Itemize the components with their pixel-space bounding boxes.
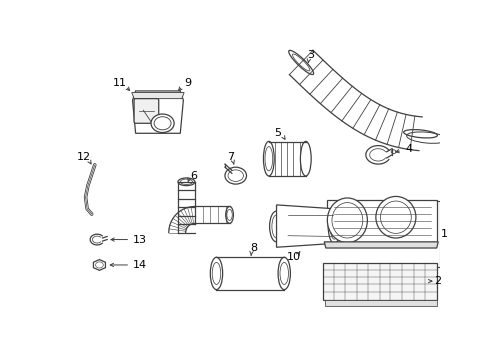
Text: 6: 6 <box>190 171 197 181</box>
Text: 8: 8 <box>250 243 257 253</box>
Text: 13: 13 <box>133 235 147 244</box>
Ellipse shape <box>270 211 283 242</box>
Polygon shape <box>94 260 105 270</box>
Bar <box>325 300 437 306</box>
Ellipse shape <box>330 212 339 239</box>
Ellipse shape <box>180 179 193 184</box>
Ellipse shape <box>404 130 438 138</box>
Polygon shape <box>327 199 437 242</box>
Ellipse shape <box>228 170 244 181</box>
Text: 9: 9 <box>184 78 192 88</box>
Ellipse shape <box>151 114 174 132</box>
Ellipse shape <box>178 178 195 186</box>
Ellipse shape <box>278 257 291 289</box>
Text: 12: 12 <box>77 152 91 162</box>
Ellipse shape <box>154 117 171 130</box>
FancyBboxPatch shape <box>134 99 159 123</box>
Polygon shape <box>324 242 438 248</box>
Text: 1: 1 <box>441 229 447 239</box>
Text: 3: 3 <box>307 50 314 60</box>
Text: 5: 5 <box>274 128 282 138</box>
Text: 4: 4 <box>405 144 413 154</box>
Ellipse shape <box>225 167 246 184</box>
Ellipse shape <box>226 206 233 223</box>
Ellipse shape <box>392 150 396 154</box>
Ellipse shape <box>289 50 314 75</box>
Ellipse shape <box>280 262 289 284</box>
Ellipse shape <box>265 147 273 171</box>
Ellipse shape <box>381 201 411 233</box>
Ellipse shape <box>212 262 220 284</box>
Ellipse shape <box>272 215 281 238</box>
Text: 7: 7 <box>227 152 234 162</box>
Ellipse shape <box>210 257 222 289</box>
Ellipse shape <box>293 54 310 71</box>
Bar <box>323 263 437 300</box>
Ellipse shape <box>328 208 341 243</box>
Ellipse shape <box>264 141 274 176</box>
Polygon shape <box>276 205 334 247</box>
Text: 2: 2 <box>435 276 441 286</box>
Ellipse shape <box>327 198 368 243</box>
Polygon shape <box>132 91 183 133</box>
Text: 11: 11 <box>113 78 127 88</box>
Text: 14: 14 <box>133 260 147 270</box>
Text: 10: 10 <box>287 252 300 262</box>
Ellipse shape <box>227 210 232 220</box>
Ellipse shape <box>332 203 363 238</box>
Ellipse shape <box>300 141 311 176</box>
Polygon shape <box>132 93 184 99</box>
Ellipse shape <box>376 197 416 238</box>
